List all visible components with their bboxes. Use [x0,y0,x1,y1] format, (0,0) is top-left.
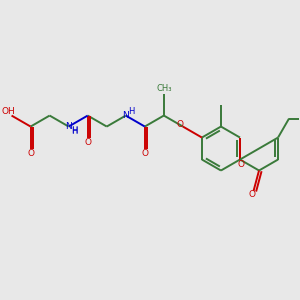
Text: H: H [71,127,77,136]
Text: OH: OH [1,107,15,116]
Text: O: O [84,138,91,147]
Text: O: O [176,120,183,129]
Text: O: O [249,190,256,200]
Text: H: H [128,107,134,116]
Text: CH₃: CH₃ [157,84,172,93]
Text: N: N [65,122,72,131]
Text: H: H [71,127,78,136]
Text: N: N [122,111,129,120]
Text: O: O [238,160,245,169]
Text: O: O [141,149,148,158]
Text: O: O [27,149,34,158]
